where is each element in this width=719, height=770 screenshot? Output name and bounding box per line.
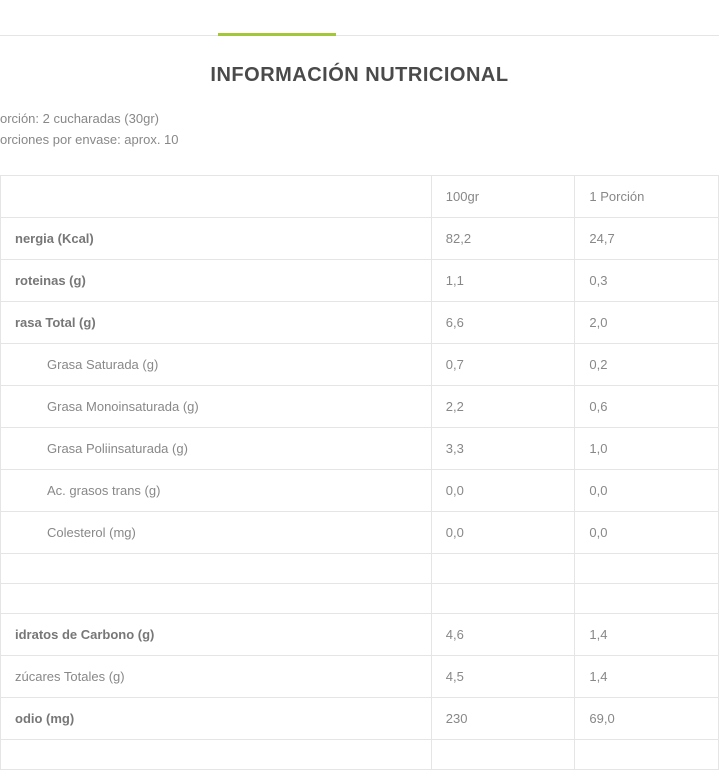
table-row: Grasa Monoinsaturada (g)2,20,6 [1, 385, 719, 427]
empty-cell [575, 583, 719, 613]
value-porcion: 1,4 [575, 655, 719, 697]
nutrient-label: odio (mg) [1, 697, 432, 739]
empty-cell [575, 553, 719, 583]
nutrient-label: rasa Total (g) [1, 301, 432, 343]
empty-cell [1, 553, 432, 583]
value-100gr: 1,1 [431, 259, 575, 301]
active-tab-indicator [218, 33, 336, 36]
value-porcion: 1,0 [575, 427, 719, 469]
value-porcion: 69,0 [575, 697, 719, 739]
value-porcion: 24,7 [575, 217, 719, 259]
empty-cell [431, 553, 575, 583]
value-100gr: 230 [431, 697, 575, 739]
value-100gr: 4,5 [431, 655, 575, 697]
table-row: nergia (Kcal)82,224,7 [1, 217, 719, 259]
value-porcion: 0,6 [575, 385, 719, 427]
nutrient-label: Colesterol (mg) [1, 511, 432, 553]
header-porcion: 1 Porción [575, 175, 719, 217]
nutrient-label: idratos de Carbono (g) [1, 613, 432, 655]
nutrient-label: Grasa Saturada (g) [1, 343, 432, 385]
value-porcion: 0,0 [575, 511, 719, 553]
nutrient-label: Grasa Poliinsaturada (g) [1, 427, 432, 469]
empty-cell [431, 583, 575, 613]
nutrient-label: Ac. grasos trans (g) [1, 469, 432, 511]
value-100gr: 0,0 [431, 469, 575, 511]
table-row [1, 583, 719, 613]
table-row: odio (mg)23069,0 [1, 697, 719, 739]
tab-bar [0, 0, 719, 36]
serving-line-2: orciones por envase: aprox. 10 [0, 130, 719, 151]
empty-cell [1, 739, 432, 769]
value-100gr: 6,6 [431, 301, 575, 343]
table-row [1, 553, 719, 583]
nutrient-label: roteinas (g) [1, 259, 432, 301]
table-row: Grasa Saturada (g)0,70,2 [1, 343, 719, 385]
table-row: Colesterol (mg)0,00,0 [1, 511, 719, 553]
value-porcion: 0,2 [575, 343, 719, 385]
nutrient-label: nergia (Kcal) [1, 217, 432, 259]
value-100gr: 82,2 [431, 217, 575, 259]
empty-cell [575, 739, 719, 769]
value-100gr: 2,2 [431, 385, 575, 427]
table-row [1, 739, 719, 769]
table-row: Ac. grasos trans (g)0,00,0 [1, 469, 719, 511]
table-header-row: 100gr 1 Porción [1, 175, 719, 217]
nutrient-label: Grasa Monoinsaturada (g) [1, 385, 432, 427]
nutrition-table: 100gr 1 Porción nergia (Kcal)82,224,7rot… [0, 175, 719, 770]
value-porcion: 1,4 [575, 613, 719, 655]
value-porcion: 2,0 [575, 301, 719, 343]
table-row: roteinas (g)1,10,3 [1, 259, 719, 301]
table-row: Grasa Poliinsaturada (g)3,31,0 [1, 427, 719, 469]
serving-info: orción: 2 cucharadas (30gr) orciones por… [0, 109, 719, 151]
serving-line-1: orción: 2 cucharadas (30gr) [0, 109, 719, 130]
header-blank [1, 175, 432, 217]
nutrient-label: zúcares Totales (g) [1, 655, 432, 697]
value-100gr: 0,0 [431, 511, 575, 553]
empty-cell [431, 739, 575, 769]
value-porcion: 0,3 [575, 259, 719, 301]
table-row: rasa Total (g)6,62,0 [1, 301, 719, 343]
header-100gr: 100gr [431, 175, 575, 217]
value-100gr: 3,3 [431, 427, 575, 469]
value-100gr: 4,6 [431, 613, 575, 655]
empty-cell [1, 583, 432, 613]
value-100gr: 0,7 [431, 343, 575, 385]
table-row: idratos de Carbono (g)4,61,4 [1, 613, 719, 655]
value-porcion: 0,0 [575, 469, 719, 511]
page-title: INFORMACIÓN NUTRICIONAL [0, 64, 719, 87]
table-row: zúcares Totales (g)4,51,4 [1, 655, 719, 697]
